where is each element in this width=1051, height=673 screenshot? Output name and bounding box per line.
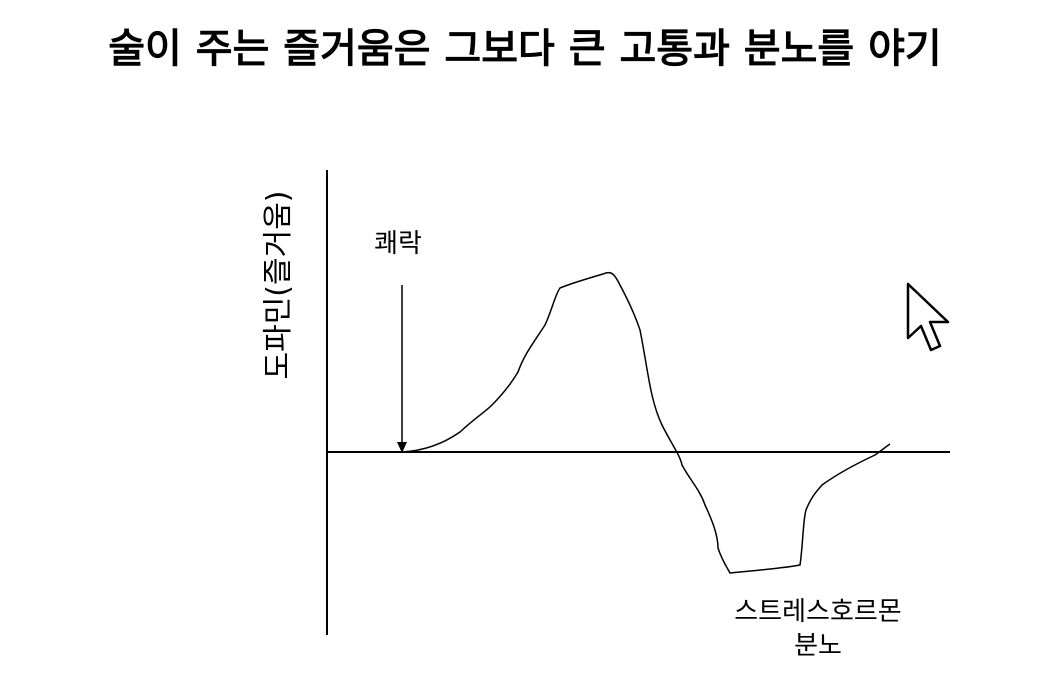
slide-title: 술이 주는 즐거움은 그보다 큰 고통과 분노를 야기 [108,26,941,72]
y-axis-label: 도파민(즐거움) [261,190,296,379]
bottom-label-line: 분노 [794,631,842,661]
response-curve [401,271,891,574]
bottom-label-line: 스트레스호르몬 [734,597,901,627]
annotation: 쾌락 [374,229,422,259]
mouse-cursor [906,282,950,352]
arrow-head [397,442,407,453]
